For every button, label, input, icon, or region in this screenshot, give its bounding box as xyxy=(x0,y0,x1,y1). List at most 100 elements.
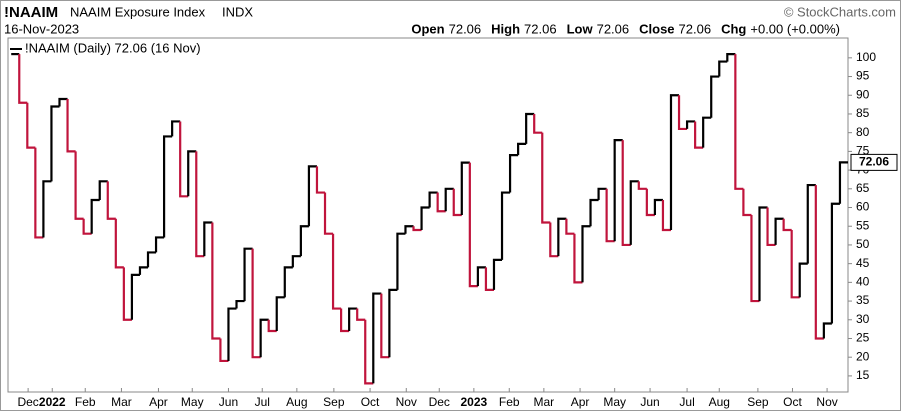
y-tick-label: 65 xyxy=(856,181,870,195)
step-segment xyxy=(541,132,551,224)
x-tick-label: Jun xyxy=(219,395,238,409)
y-tick-label: 45 xyxy=(856,256,870,270)
step-segment xyxy=(195,151,205,258)
step-segment xyxy=(307,165,317,227)
last-value-box xyxy=(850,153,898,171)
step-segment xyxy=(372,292,382,384)
step-segment xyxy=(492,258,503,290)
step-segment xyxy=(396,232,406,290)
x-tick-label: Aug xyxy=(709,395,730,409)
step-segment xyxy=(653,198,663,215)
y-tick-label: 55 xyxy=(856,218,870,232)
y-tick-label: 20 xyxy=(856,349,870,363)
step-segment xyxy=(171,120,181,137)
y-tick-label: 15 xyxy=(856,368,870,382)
step-segment xyxy=(267,319,277,333)
y-tick-label: 30 xyxy=(856,312,870,326)
step-segment xyxy=(18,54,28,104)
step-segment xyxy=(26,102,36,149)
x-tick-label: Nov xyxy=(816,395,837,409)
step-segment xyxy=(58,97,68,107)
step-segment xyxy=(468,162,478,288)
x-tick-label: Oct xyxy=(361,395,380,409)
y-tick-label: 60 xyxy=(856,200,870,214)
step-segment xyxy=(814,185,824,340)
step-segment xyxy=(645,188,655,217)
y-tick-label: 50 xyxy=(856,237,870,251)
step-segment xyxy=(830,202,840,324)
step-segment xyxy=(259,318,269,358)
step-segment xyxy=(734,54,744,190)
step-segment xyxy=(235,299,245,309)
step-segment xyxy=(122,267,132,321)
step-segment xyxy=(476,266,486,287)
index-name: NAAIM Exposure Index xyxy=(70,4,206,19)
step-segment xyxy=(629,180,639,245)
step-segment xyxy=(412,226,422,232)
step-segment xyxy=(404,225,414,234)
step-segment xyxy=(460,161,470,215)
step-segment xyxy=(283,266,293,298)
x-tick-label: Apr xyxy=(571,395,590,409)
step-segment xyxy=(718,60,728,77)
step-segment xyxy=(251,248,261,359)
step-segment xyxy=(227,307,237,361)
x-tick-label: Jun xyxy=(640,395,659,409)
step-segment xyxy=(146,251,157,268)
step-segment xyxy=(621,140,631,247)
step-segment xyxy=(790,229,800,299)
step-segment xyxy=(364,319,374,385)
x-tick-label: 2023 xyxy=(461,395,488,409)
x-tick-label: Mar xyxy=(111,395,132,409)
step-segment xyxy=(597,187,607,201)
step-segment xyxy=(436,192,446,213)
step-segment xyxy=(742,188,752,217)
y-tick-label: 95 xyxy=(856,69,870,83)
step-segment xyxy=(726,52,736,62)
step-segment xyxy=(219,338,229,363)
x-tick-label: Dec xyxy=(17,395,38,409)
step-segment xyxy=(484,267,494,291)
step-segment xyxy=(42,180,52,238)
step-segment xyxy=(275,296,285,332)
quote-label: Low xyxy=(567,21,594,36)
step-segment xyxy=(179,121,189,198)
step-segment xyxy=(331,233,342,310)
step-segment xyxy=(82,218,92,235)
step-segment xyxy=(774,217,784,245)
step-segment xyxy=(299,225,309,257)
step-segment xyxy=(98,180,108,201)
step-segment xyxy=(702,116,712,148)
x-tick-label: May xyxy=(181,395,204,409)
x-tick-label: Feb xyxy=(499,395,520,409)
y-tick-label: 90 xyxy=(856,87,870,101)
step-segment xyxy=(187,150,197,197)
step-segment xyxy=(114,218,124,269)
step-segment xyxy=(613,139,623,242)
step-segment xyxy=(508,154,519,193)
step-segment xyxy=(661,200,671,232)
credit: © StockCharts.com xyxy=(784,4,896,19)
step-segment xyxy=(154,236,165,253)
step-segment xyxy=(130,273,140,320)
quote-value: +0.00 (+0.00%) xyxy=(750,21,840,36)
quote-label: Open xyxy=(411,21,444,36)
step-segment xyxy=(452,188,462,217)
step-segment xyxy=(90,198,100,234)
step-segment xyxy=(420,206,430,230)
step-segment xyxy=(782,218,792,232)
step-segment xyxy=(243,247,253,302)
step-segment xyxy=(549,222,559,258)
step-segment xyxy=(138,266,148,275)
step-segment xyxy=(517,142,527,156)
quote-value: 72.06 xyxy=(597,21,630,36)
step-segment xyxy=(669,94,680,230)
x-tick-label: Aug xyxy=(286,395,307,409)
step-segment xyxy=(380,293,390,359)
step-segment xyxy=(444,187,454,212)
step-segment xyxy=(291,255,301,268)
step-segment xyxy=(694,121,704,149)
x-tick-label: Sep xyxy=(323,395,345,409)
step-segment xyxy=(340,308,350,333)
